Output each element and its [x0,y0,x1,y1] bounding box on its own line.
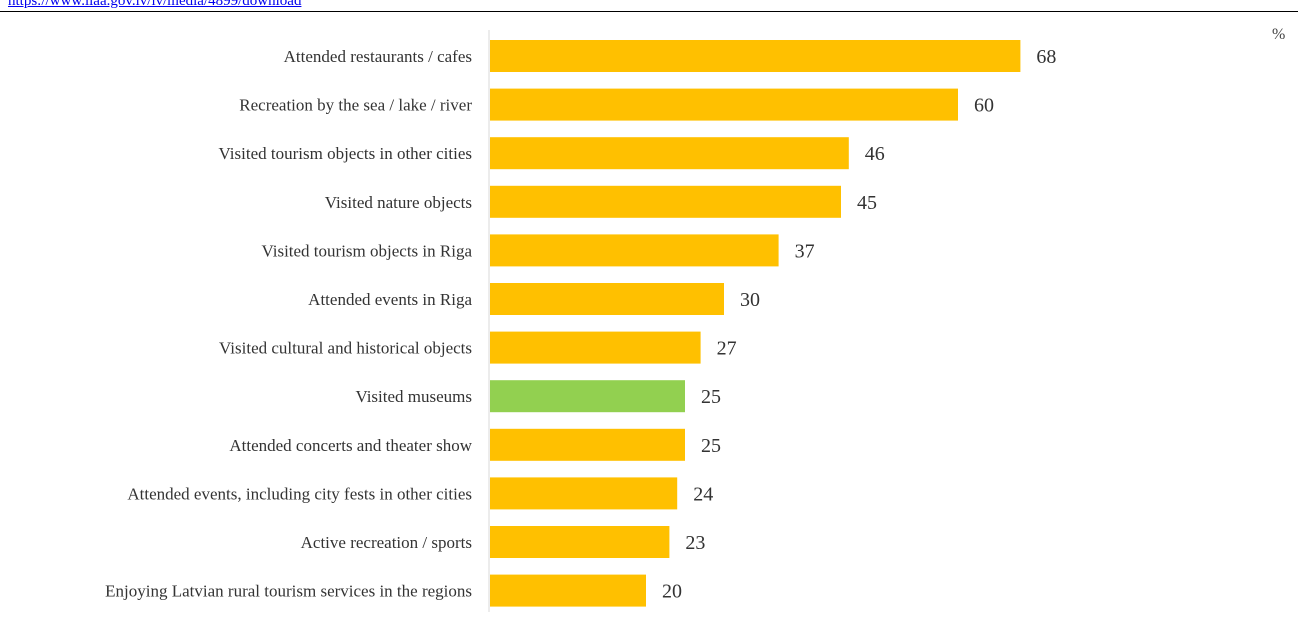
bar-value-label: 27 [717,338,737,360]
bar [490,40,1021,72]
bar-value-label: 24 [693,483,713,505]
bar [490,380,685,413]
bar-value-label: 20 [662,581,682,603]
bar-value-label: 25 [701,386,721,408]
bar [490,331,701,364]
category-label: Visited museums [355,387,472,406]
bar-value-label: 60 [974,95,994,117]
source-link[interactable]: https://www.liaa.gov.lv/lv/media/4899/do… [8,0,302,9]
bar-value-label: 37 [795,240,815,262]
bar-value-label: 46 [865,143,885,165]
bar-value-label: 45 [857,192,877,214]
bar [490,428,685,461]
category-label: Attended events, including city fests in… [127,484,472,503]
unit-label: % [1272,26,1286,43]
bar-value-label: 68 [1036,46,1056,68]
category-label: Attended events in Riga [308,290,472,309]
bar-value-label: 25 [701,435,721,457]
bar [490,477,678,510]
category-label: Enjoying Latvian rural tourism services … [105,582,472,601]
category-label: Attended concerts and theater show [229,436,472,455]
bar-value-label: 23 [685,532,705,554]
category-label: Visited cultural and historical objects [219,339,472,358]
bar [490,574,646,607]
category-label: Visited tourism objects in other cities [219,144,472,163]
bar [490,526,670,558]
category-label: Visited tourism objects in Riga [261,241,472,260]
category-label: Visited nature objects [325,193,472,212]
bar [490,137,849,170]
header-divider [0,11,1298,12]
category-label: Attended restaurants / cafes [284,47,472,66]
bar [490,234,779,267]
bar [490,185,841,218]
category-label: Recreation by the sea / lake / river [239,96,472,115]
bars-group: 68 Attended restaurants / cafes 60 Recreati… [105,40,1056,607]
bar [490,283,724,315]
category-label: Active recreation / sports [301,533,472,552]
bar [490,88,958,121]
bar-value-label: 30 [740,289,760,311]
